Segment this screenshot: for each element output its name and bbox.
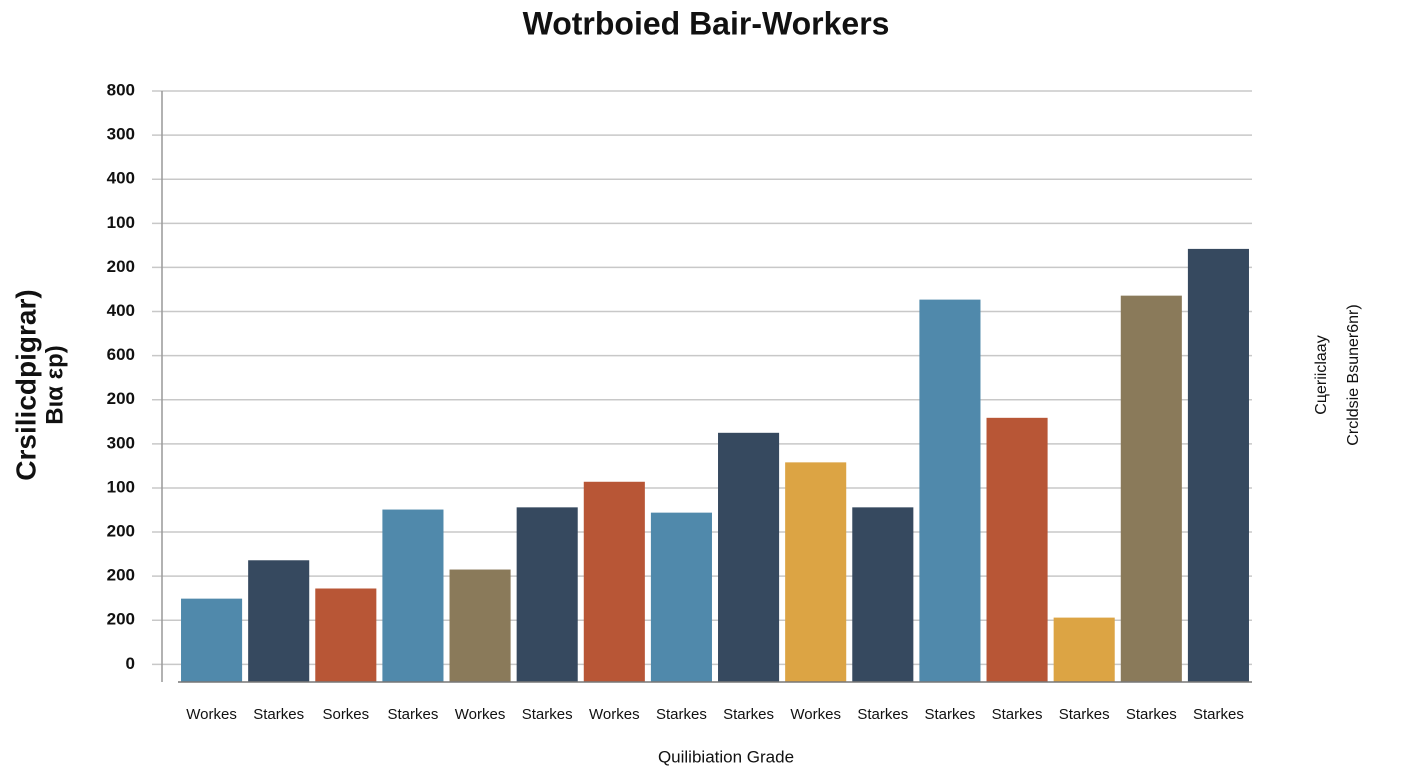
y-tick-label: 200 bbox=[107, 389, 135, 408]
bar bbox=[986, 417, 1048, 682]
y-axis-label: Crsilicdpigrar) Bια εp) bbox=[10, 289, 68, 480]
y-tick-label: 400 bbox=[107, 301, 135, 320]
x-tick-label: Workes bbox=[790, 706, 841, 723]
x-tick-label: Workes bbox=[455, 706, 506, 723]
y-tick-label: 100 bbox=[107, 213, 135, 232]
bar bbox=[449, 569, 511, 682]
bar bbox=[181, 598, 243, 682]
right-label-line: Crcldsie Bѕuner6nr) bbox=[1345, 304, 1362, 445]
x-tick-label: Starkes bbox=[1193, 706, 1244, 723]
x-tick-label: Starkes bbox=[992, 706, 1043, 723]
bar bbox=[583, 481, 645, 682]
x-tick-label: Starkes bbox=[253, 706, 304, 723]
x-tick-label: Starkes bbox=[1059, 706, 1110, 723]
bar bbox=[1187, 248, 1249, 682]
x-tick-label: Workes bbox=[589, 706, 640, 723]
x-tick-label: Starkes bbox=[723, 706, 774, 723]
y-tick-label: 300 bbox=[107, 433, 135, 452]
y-tick-label: 800 bbox=[107, 80, 135, 99]
x-tick-label: Sorkes bbox=[322, 706, 369, 723]
y-label-line: Crsilicdpigrar) bbox=[10, 289, 41, 480]
bar bbox=[248, 560, 310, 682]
y-tick-label: 200 bbox=[107, 522, 135, 541]
bar bbox=[1053, 617, 1115, 682]
x-tick-label: Starkes bbox=[857, 706, 908, 723]
y-tick-label: 600 bbox=[107, 345, 135, 364]
bar bbox=[382, 509, 444, 682]
x-tick-label: Starkes bbox=[1126, 706, 1177, 723]
bar bbox=[919, 299, 981, 682]
bar bbox=[315, 588, 377, 682]
y-tick-label: 0 bbox=[126, 654, 135, 673]
x-tick-label: Starkes bbox=[388, 706, 439, 723]
y-tick-label: 300 bbox=[107, 125, 135, 144]
y-tick-label: 100 bbox=[107, 477, 135, 496]
chart-title: Wotrboied Bair-Workers bbox=[523, 5, 890, 41]
right-label-line: Cцeriiclaay bbox=[1313, 335, 1330, 414]
y-tick-label: 200 bbox=[107, 566, 135, 585]
bar bbox=[1120, 295, 1182, 682]
x-tick-label: Starkes bbox=[925, 706, 976, 723]
bar bbox=[718, 432, 780, 682]
bar bbox=[650, 512, 712, 682]
y-tick-label: 200 bbox=[107, 610, 135, 629]
y-label-line: Bια εp) bbox=[41, 345, 68, 424]
y-tick-label: 400 bbox=[107, 169, 135, 188]
x-tick-label: Workes bbox=[186, 706, 237, 723]
bar bbox=[852, 507, 914, 682]
x-tick-label: Starkes bbox=[656, 706, 707, 723]
x-axis-label: Quilibiation Grade bbox=[658, 747, 794, 766]
right-label: Cцeriiclaay Crcldsie Bѕuner6nr) bbox=[1313, 304, 1362, 445]
bar bbox=[516, 507, 578, 682]
x-tick-label: Starkes bbox=[522, 706, 573, 723]
y-tick-label: 200 bbox=[107, 257, 135, 276]
bar bbox=[785, 462, 847, 682]
